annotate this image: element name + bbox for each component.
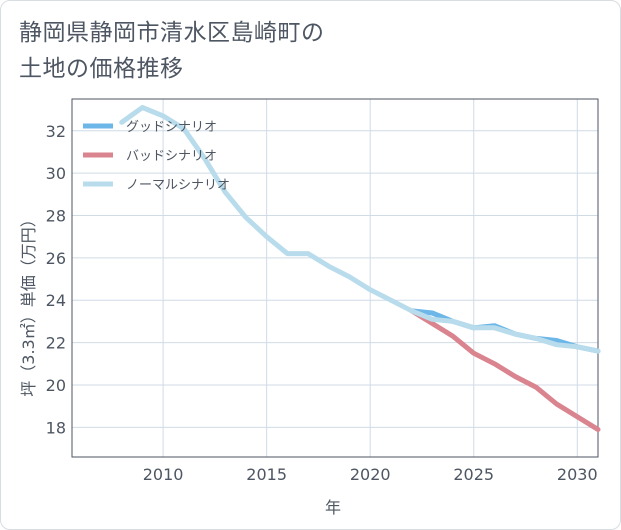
legend-label-0: グッドシナリオ <box>126 120 217 135</box>
y-tick-label-20: 20 <box>46 376 66 395</box>
x-tick-label-2020: 2020 <box>350 465 391 484</box>
legend-label-1: バッドシナリオ <box>126 149 217 164</box>
y-tick-label-22: 22 <box>46 334 66 353</box>
y-tick-label-30: 30 <box>46 164 66 183</box>
y-tick-label-18: 18 <box>46 418 66 437</box>
chart-title: 静岡県静岡市清水区島崎町の 土地の価格推移 <box>19 15 439 87</box>
plot-area-border <box>71 98 599 458</box>
y-tick-label-24: 24 <box>46 291 66 310</box>
series-layer <box>119 105 601 432</box>
series-line-1 <box>409 308 601 432</box>
x-tick-label-2030: 2030 <box>557 465 598 484</box>
y-axis-label: 坪（3.3㎡）単価（万円） <box>19 211 38 396</box>
x-tick-label-2010: 2010 <box>143 465 184 484</box>
x-axis-label: 年 <box>325 498 341 517</box>
x-tick-label-2015: 2015 <box>246 465 287 484</box>
series-line-2 <box>119 105 601 354</box>
chart-title-line-2: 土地の価格推移 <box>19 56 184 82</box>
y-tick-label-28: 28 <box>46 207 66 226</box>
y-tick-label-32: 32 <box>46 122 66 141</box>
chart-title-line-1: 静岡県静岡市清水区島崎町の <box>19 20 325 46</box>
y-tick-label-26: 26 <box>46 249 66 268</box>
legend-label-2: ノーマルシナリオ <box>126 178 230 193</box>
y-axis-ticks: 18 20 22 24 26 28 30 32 <box>46 122 66 438</box>
x-tick-label-2025: 2025 <box>453 465 494 484</box>
grid-lines <box>72 99 598 457</box>
x-axis-ticks: 2010 2015 2020 2025 2030 <box>143 465 598 484</box>
